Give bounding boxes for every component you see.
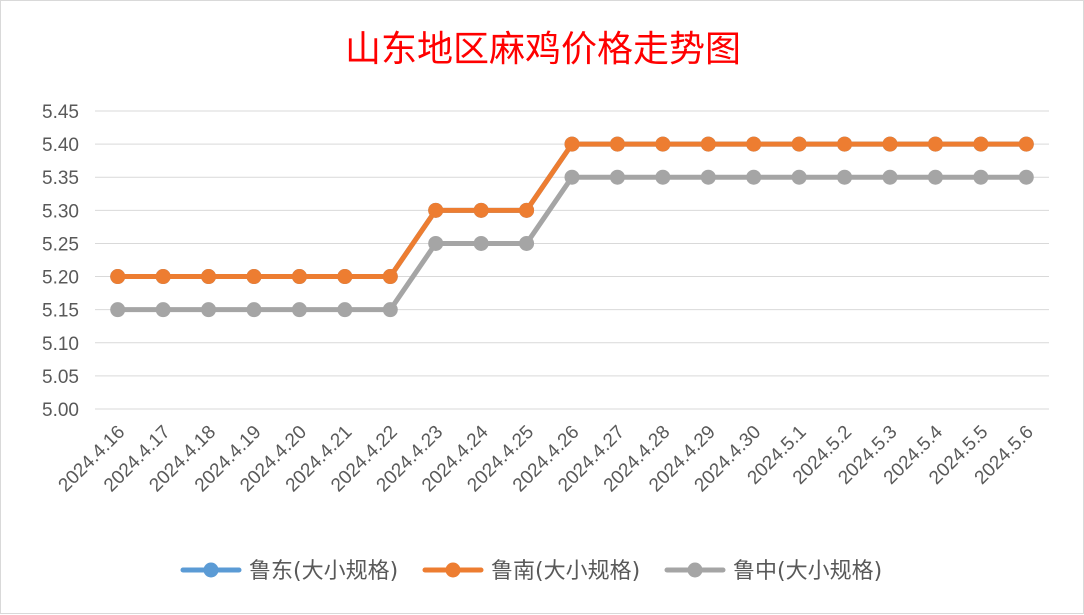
legend-marker	[445, 562, 461, 578]
data-point	[973, 136, 989, 152]
data-point	[337, 302, 353, 318]
data-point	[927, 169, 943, 185]
data-point	[382, 269, 398, 285]
legend-marker	[203, 562, 219, 578]
data-point	[110, 269, 126, 285]
data-point	[700, 136, 716, 152]
data-point	[201, 269, 217, 285]
legend-label: 鲁东(大小规格)	[249, 559, 398, 584]
y-tick-label: 5.40	[42, 135, 79, 156]
data-point	[609, 169, 625, 185]
y-tick-label: 5.20	[42, 268, 79, 289]
series-2	[110, 169, 1034, 318]
data-point	[655, 169, 671, 185]
data-point	[519, 235, 535, 251]
data-point	[382, 302, 398, 318]
data-point	[837, 136, 853, 152]
data-point	[609, 136, 625, 152]
data-point	[291, 302, 307, 318]
data-point	[746, 169, 762, 185]
data-point	[110, 302, 126, 318]
y-tick-label: 5.30	[42, 201, 79, 222]
data-point	[428, 202, 444, 218]
y-tick-label: 5.45	[42, 102, 79, 123]
data-point	[246, 269, 262, 285]
chart-title: 山东地区麻鸡价格走势图	[345, 29, 741, 70]
y-tick-label: 5.00	[42, 400, 79, 421]
y-tick-label: 5.15	[42, 301, 79, 322]
gridlines	[95, 110, 1049, 410]
data-point	[927, 136, 943, 152]
data-point	[473, 202, 489, 218]
legend-item-2: 鲁中(大小规格)	[664, 559, 882, 584]
legend-label: 鲁南(大小规格)	[491, 559, 640, 584]
data-point	[791, 169, 807, 185]
data-point	[1018, 169, 1034, 185]
data-point	[564, 136, 580, 152]
data-point	[246, 302, 262, 318]
legend-item-0: 鲁东(大小规格)	[180, 559, 398, 584]
data-point	[655, 136, 671, 152]
y-tick-label: 5.25	[42, 234, 79, 255]
x-axis-ticks: 2024.4.162024.4.172024.4.182024.4.192024…	[55, 421, 1038, 496]
data-point	[564, 169, 580, 185]
data-point	[428, 235, 444, 251]
data-point	[155, 269, 171, 285]
data-point	[973, 169, 989, 185]
data-point	[882, 169, 898, 185]
legend-marker	[687, 562, 703, 578]
legend: 鲁东(大小规格) 鲁南(大小规格) 鲁中(大小规格)	[180, 559, 882, 584]
data-point	[201, 302, 217, 318]
data-point	[882, 136, 898, 152]
y-tick-label: 5.35	[42, 168, 79, 189]
data-point	[700, 169, 716, 185]
data-point	[837, 169, 853, 185]
y-axis-ticks: 5.00 5.05 5.10 5.15 5.20 5.25 5.30 5.35 5.40 5.45	[42, 102, 79, 421]
data-point	[519, 202, 535, 218]
data-point	[1018, 136, 1034, 152]
legend-item-1: 鲁南(大小规格)	[422, 559, 640, 584]
data-point	[473, 235, 489, 251]
series-1	[110, 136, 1034, 285]
data-point	[337, 269, 353, 285]
legend-label: 鲁中(大小规格)	[733, 559, 882, 584]
data-point	[791, 136, 807, 152]
series-group	[110, 136, 1034, 318]
data-point	[291, 269, 307, 285]
data-point	[746, 136, 762, 152]
y-tick-label: 5.05	[42, 367, 79, 388]
y-tick-label: 5.10	[42, 334, 79, 355]
data-point	[155, 302, 171, 318]
